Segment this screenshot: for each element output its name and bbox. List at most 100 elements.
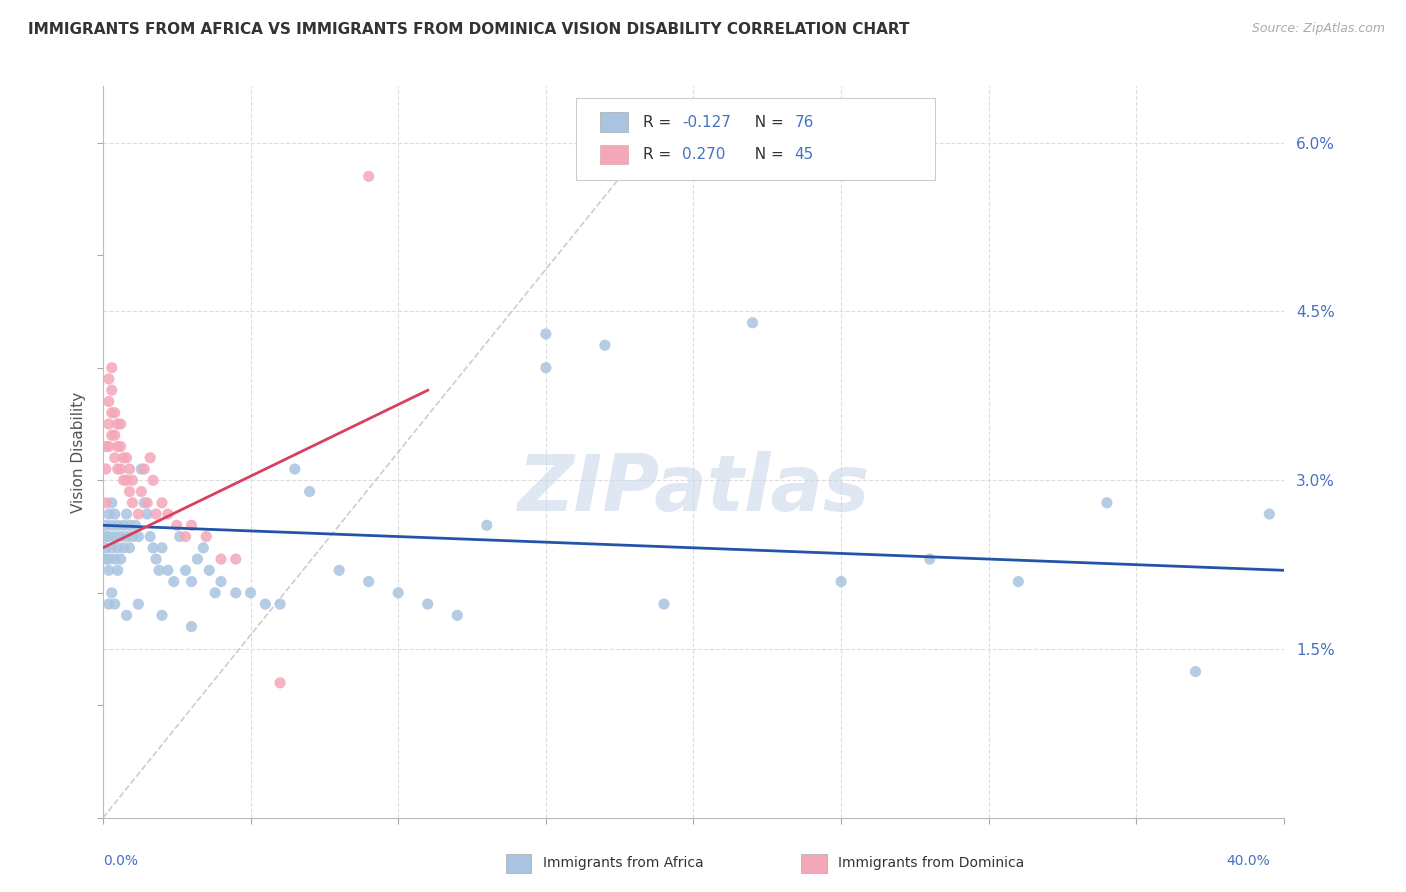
Point <box>104 428 127 442</box>
Text: 0.0%: 0.0% <box>103 854 138 868</box>
Point <box>97 417 120 431</box>
Point <box>416 597 439 611</box>
Point <box>127 530 149 544</box>
Text: R =: R = <box>643 147 676 161</box>
Point <box>1258 507 1281 521</box>
Point <box>357 169 380 184</box>
Point <box>446 608 468 623</box>
Point <box>204 586 226 600</box>
Point <box>112 473 135 487</box>
Point <box>534 360 557 375</box>
Text: Immigrants from Africa: Immigrants from Africa <box>543 856 703 871</box>
Point <box>593 338 616 352</box>
Text: ZIPatlas: ZIPatlas <box>517 450 870 526</box>
Point <box>121 473 143 487</box>
Point <box>110 530 132 544</box>
Point <box>97 563 120 577</box>
Point <box>209 552 232 566</box>
Point <box>127 597 149 611</box>
Point <box>107 541 129 555</box>
Point <box>174 563 197 577</box>
Point <box>94 496 117 510</box>
Point <box>110 417 132 431</box>
Point <box>104 507 127 521</box>
Point <box>118 541 141 555</box>
Text: -0.127: -0.127 <box>682 115 731 129</box>
Point <box>136 507 159 521</box>
Point <box>918 552 941 566</box>
Point <box>94 462 117 476</box>
Point <box>110 462 132 476</box>
Point <box>115 473 138 487</box>
Text: Immigrants from Dominica: Immigrants from Dominica <box>838 856 1024 871</box>
Point <box>652 597 675 611</box>
Point <box>193 541 215 555</box>
Point <box>100 383 122 397</box>
Point <box>142 473 165 487</box>
Point <box>97 372 120 386</box>
Point <box>100 360 122 375</box>
Point <box>148 563 170 577</box>
Point <box>107 563 129 577</box>
Text: 45: 45 <box>794 147 814 161</box>
Point <box>118 518 141 533</box>
Point <box>100 586 122 600</box>
Text: 0.270: 0.270 <box>682 147 725 161</box>
Point <box>357 574 380 589</box>
Point <box>139 530 162 544</box>
Point <box>110 440 132 454</box>
Point <box>180 518 202 533</box>
Text: 40.0%: 40.0% <box>1226 854 1270 868</box>
Point <box>186 552 208 566</box>
Point <box>94 541 117 555</box>
Point <box>94 552 117 566</box>
Point <box>107 417 129 431</box>
Point <box>1095 496 1118 510</box>
Point <box>269 676 291 690</box>
Point <box>115 608 138 623</box>
Point <box>94 530 117 544</box>
Point <box>104 530 127 544</box>
Point <box>97 530 120 544</box>
Point <box>156 507 179 521</box>
Point <box>150 608 173 623</box>
Point <box>163 574 186 589</box>
Point <box>100 428 122 442</box>
Point <box>150 541 173 555</box>
Point <box>129 462 152 476</box>
Point <box>269 597 291 611</box>
Text: 76: 76 <box>794 115 814 129</box>
Point <box>129 484 152 499</box>
Point <box>94 518 117 533</box>
Point <box>209 574 232 589</box>
Point <box>107 440 129 454</box>
Text: R =: R = <box>643 115 676 129</box>
Point <box>115 507 138 521</box>
Point <box>124 518 146 533</box>
Point <box>830 574 852 589</box>
Point <box>118 462 141 476</box>
Y-axis label: Vision Disability: Vision Disability <box>72 392 86 513</box>
Point <box>169 530 191 544</box>
Point <box>127 507 149 521</box>
Point <box>134 462 156 476</box>
Point <box>1007 574 1029 589</box>
Point <box>174 530 197 544</box>
Point <box>100 518 122 533</box>
Point <box>121 496 143 510</box>
Point <box>107 518 129 533</box>
Text: Source: ZipAtlas.com: Source: ZipAtlas.com <box>1251 22 1385 36</box>
Point <box>134 496 156 510</box>
Point <box>136 496 159 510</box>
Point <box>387 586 409 600</box>
Point <box>225 586 247 600</box>
Point <box>104 552 127 566</box>
Point <box>741 316 763 330</box>
Point <box>115 450 138 465</box>
Text: N =: N = <box>745 115 789 129</box>
Point <box>112 450 135 465</box>
Point <box>100 541 122 555</box>
Point <box>156 563 179 577</box>
Point <box>110 552 132 566</box>
Point <box>195 530 218 544</box>
